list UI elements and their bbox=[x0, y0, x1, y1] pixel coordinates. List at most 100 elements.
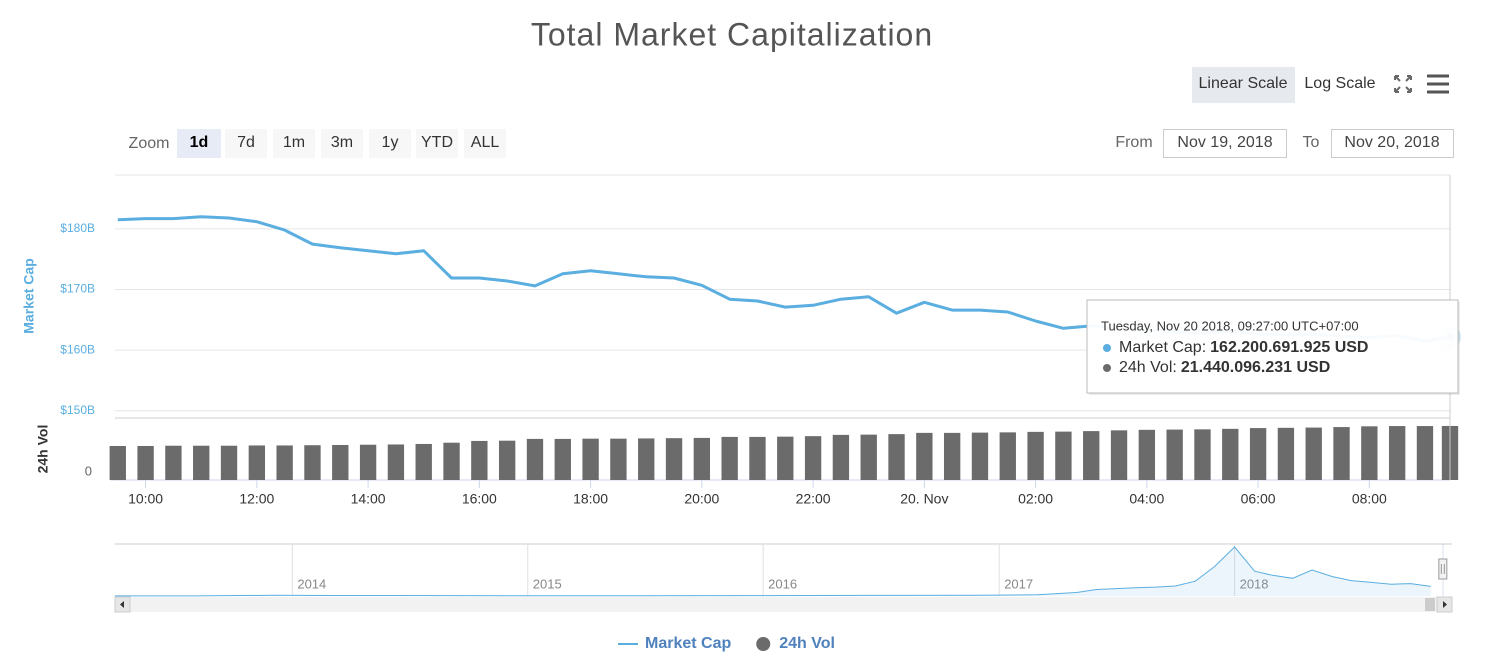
zoom-button-bg[interactable] bbox=[416, 129, 458, 158]
volume-bar bbox=[777, 436, 794, 480]
volume-bar bbox=[1388, 426, 1406, 480]
volume-bar bbox=[749, 436, 766, 480]
navigator-tick-label: 2015 bbox=[533, 576, 562, 591]
zoom-button[interactable]: 1m bbox=[283, 134, 305, 151]
volume-bar bbox=[1222, 428, 1239, 480]
volume-bar bbox=[193, 445, 210, 480]
x-tick-label: 08:00 bbox=[1352, 491, 1387, 507]
volume-bar bbox=[526, 438, 544, 480]
scale-button[interactable]: Linear Scale bbox=[1199, 75, 1288, 92]
volume-bar bbox=[498, 440, 516, 480]
date-input[interactable] bbox=[1163, 129, 1287, 158]
volume-bar bbox=[387, 444, 405, 480]
volume-bar bbox=[554, 438, 571, 480]
menu-icon[interactable] bbox=[1427, 74, 1449, 94]
zoom-button-bg[interactable] bbox=[273, 129, 315, 158]
y-tick-label: $150B bbox=[60, 403, 95, 417]
volume-bar bbox=[860, 434, 877, 480]
zoom-button-bg[interactable] bbox=[321, 129, 363, 158]
volume-bar bbox=[1305, 427, 1322, 480]
zoom-label: Zoom bbox=[129, 135, 170, 152]
y2-tick-label: 0 bbox=[85, 463, 92, 478]
to-date[interactable]: Nov 20, 2018 bbox=[1344, 134, 1439, 151]
volume-bar bbox=[582, 438, 599, 480]
zoom-button[interactable]: 3m bbox=[331, 134, 353, 151]
scrollbar-arrow bbox=[120, 601, 124, 608]
x-tick-label: 20:00 bbox=[684, 491, 719, 507]
volume-bar bbox=[610, 438, 627, 480]
navigator-handle[interactable] bbox=[1438, 558, 1448, 580]
volume-bar bbox=[1055, 431, 1072, 480]
volume-bar bbox=[359, 444, 377, 480]
navigator-tick-label: 2018 bbox=[1240, 576, 1269, 591]
volume-bar bbox=[888, 434, 905, 480]
tooltip-header: Tuesday, Nov 20 2018, 09:27:00 UTC+07:00 bbox=[1101, 318, 1359, 333]
x-tick-label: 22:00 bbox=[796, 491, 831, 507]
x-tick-label: 16:00 bbox=[462, 491, 497, 507]
y-tick-label: $170B bbox=[60, 282, 95, 296]
chart-title: Total Market Capitalization bbox=[531, 16, 933, 52]
to-label: To bbox=[1303, 134, 1320, 151]
volume-bar bbox=[1027, 431, 1044, 480]
x-tick-label: 14:00 bbox=[351, 491, 386, 507]
zoom-button-bg[interactable] bbox=[369, 129, 411, 158]
from-label: From bbox=[1115, 134, 1152, 151]
fullscreen-icon[interactable] bbox=[1394, 75, 1412, 93]
volume-bar bbox=[1138, 429, 1156, 480]
volume-bar bbox=[693, 437, 711, 480]
tooltip-value: 21.440.096.231 USD bbox=[1181, 359, 1330, 376]
zoom-button[interactable]: 1d bbox=[190, 134, 209, 151]
legend-label[interactable]: 24h Vol bbox=[779, 635, 835, 652]
tooltip-name: Market Cap: bbox=[1119, 339, 1206, 356]
volume-bar bbox=[332, 444, 349, 480]
legend-label[interactable]: Market Cap bbox=[645, 635, 731, 652]
zoom-button[interactable]: 1y bbox=[382, 134, 399, 151]
x-tick-label: 10:00 bbox=[128, 491, 163, 507]
zoom-button[interactable]: 7d bbox=[237, 134, 255, 151]
scale-button[interactable]: Log Scale bbox=[1304, 75, 1375, 92]
tooltip-bullet bbox=[1103, 364, 1111, 372]
volume-bar bbox=[1249, 428, 1267, 480]
scrollbar-thumb bbox=[1425, 598, 1435, 611]
volume-bar bbox=[999, 432, 1016, 480]
volume-bar bbox=[304, 445, 321, 480]
zoom-button[interactable]: ALL bbox=[471, 134, 500, 151]
volume-bar bbox=[1110, 430, 1128, 480]
volume-bar bbox=[220, 445, 238, 480]
navigator-tick-label: 2014 bbox=[297, 576, 326, 591]
navigator-line bbox=[115, 546, 1431, 597]
y-axis-title: Market Cap bbox=[21, 258, 37, 333]
x-tick-label: 04:00 bbox=[1129, 491, 1164, 507]
volume-bar bbox=[1277, 427, 1295, 480]
volume-bar bbox=[721, 436, 738, 480]
from-date[interactable]: Nov 19, 2018 bbox=[1177, 134, 1272, 151]
zoom-button-bg[interactable] bbox=[464, 129, 506, 158]
date-input[interactable] bbox=[1331, 129, 1454, 158]
volume-bar bbox=[109, 445, 126, 480]
volume-bar bbox=[943, 432, 961, 480]
navigator-handle-grip bbox=[1440, 564, 1445, 574]
y2-axis-title: 24h Vol bbox=[35, 425, 51, 474]
volume-bar bbox=[832, 434, 850, 480]
volume-bar bbox=[276, 445, 293, 480]
volume-bar bbox=[665, 438, 683, 480]
volume-bar bbox=[165, 445, 182, 480]
volume-bar bbox=[137, 445, 154, 480]
volume-bar bbox=[471, 440, 488, 480]
zoom-button-bg[interactable] bbox=[225, 129, 267, 158]
x-tick-label: 20. Nov bbox=[900, 491, 948, 507]
volume-bar bbox=[415, 443, 432, 480]
zoom-button[interactable]: YTD bbox=[421, 134, 453, 151]
x-tick-label: 18:00 bbox=[573, 491, 608, 507]
x-tick-label: 02:00 bbox=[1018, 491, 1053, 507]
volume-bar bbox=[248, 445, 266, 480]
scrollbar-track bbox=[115, 597, 1452, 612]
volume-bar bbox=[1333, 427, 1350, 480]
scale-button-bg[interactable] bbox=[1192, 67, 1295, 103]
zoom-button-bg[interactable] bbox=[177, 129, 221, 158]
volume-bar bbox=[443, 442, 460, 480]
volume-bar bbox=[1194, 429, 1211, 480]
tooltip bbox=[1086, 299, 1459, 394]
volume-bar bbox=[1166, 429, 1183, 480]
